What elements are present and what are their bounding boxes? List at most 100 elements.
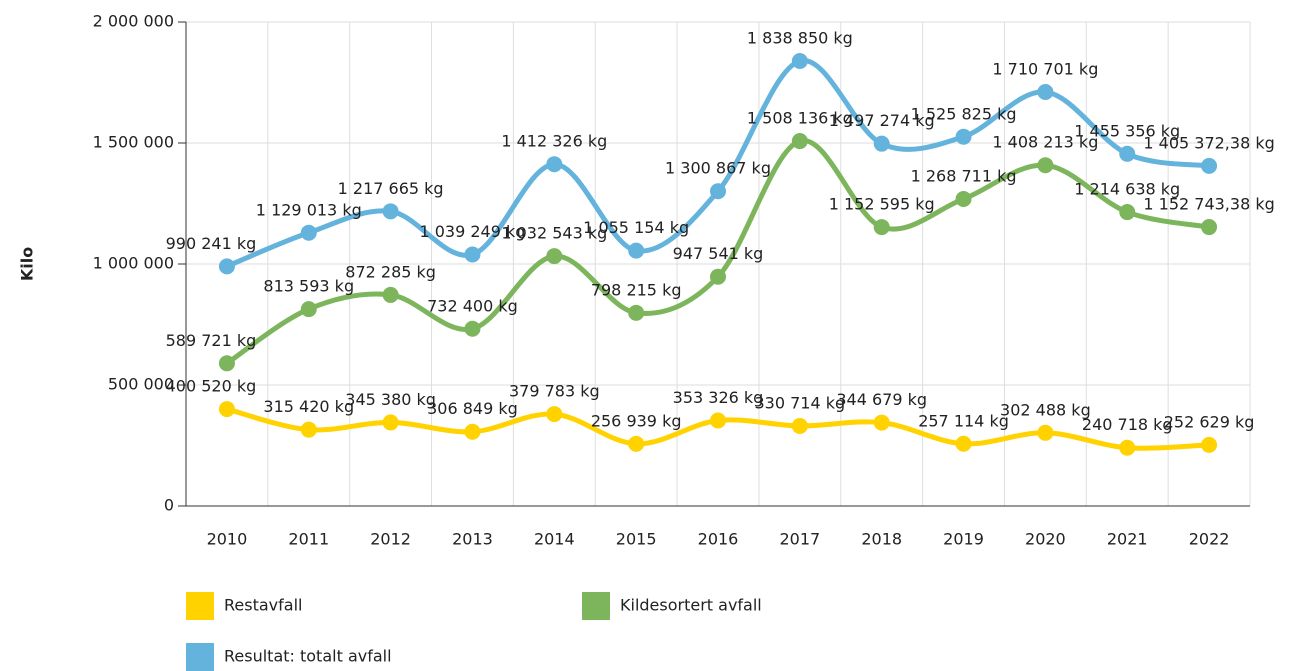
data-point [710, 183, 726, 200]
data-label: 1 497 274 kg [829, 111, 935, 130]
legend-label: Resultat: totalt avfall [224, 647, 392, 666]
x-tick-label: 2021 [1107, 530, 1148, 549]
y-tick-label: 0 [164, 496, 174, 515]
legend-label: Restavfall [224, 596, 302, 615]
data-point [300, 301, 317, 318]
data-label: 872 285 kg [345, 262, 436, 281]
data-point [546, 248, 563, 265]
data-point [955, 128, 972, 145]
data-label: 1 405 372,38 kg [1143, 133, 1274, 152]
data-point [218, 355, 235, 372]
data-label: 589 721 kg [166, 331, 257, 350]
data-point [1037, 424, 1054, 441]
data-label: 947 541 kg [673, 244, 764, 263]
data-label: 813 593 kg [263, 277, 354, 296]
data-label: 1 455 356 kg [1074, 121, 1180, 140]
data-label: 353 326 kg [673, 388, 764, 407]
data-point [382, 203, 399, 220]
data-label: 1 412 326 kg [501, 132, 607, 151]
data-label: 344 679 kg [836, 390, 927, 409]
data-point [1119, 439, 1136, 456]
x-tick-label: 2020 [1025, 530, 1066, 549]
data-point [1201, 436, 1218, 453]
data-point [464, 320, 481, 337]
data-label: 240 718 kg [1082, 415, 1173, 434]
data-point [628, 242, 645, 259]
data-label: 732 400 kg [427, 296, 518, 315]
y-tick-label: 1 000 000 [93, 254, 174, 273]
data-label: 379 783 kg [509, 382, 600, 401]
data-point [464, 246, 481, 263]
data-point [546, 406, 563, 423]
data-point [955, 435, 972, 452]
data-point [382, 414, 399, 431]
data-point [873, 219, 890, 236]
data-label: 1 055 154 kg [583, 218, 689, 237]
data-point [710, 412, 726, 429]
data-label: 1 838 850 kg [747, 28, 853, 47]
legend-swatch [186, 592, 214, 620]
data-point [1119, 145, 1136, 162]
x-tick-label: 2016 [698, 530, 739, 549]
data-label: 1 214 638 kg [1074, 180, 1180, 199]
data-point [300, 224, 317, 241]
data-point [1119, 204, 1136, 221]
data-point [791, 417, 808, 434]
x-tick-label: 2018 [861, 530, 902, 549]
data-label: 1 300 867 kg [665, 159, 771, 178]
data-label: 306 849 kg [427, 399, 518, 418]
x-tick-label: 2019 [943, 530, 984, 549]
x-tick-label: 2012 [370, 530, 411, 549]
y-tick-label: 2 000 000 [93, 12, 174, 31]
y-tick-label: 500 000 [108, 375, 174, 394]
data-label: 1 152 595 kg [829, 195, 935, 214]
legend-swatch [186, 643, 214, 671]
data-label: 302 488 kg [1000, 400, 1091, 419]
x-tick-label: 2022 [1189, 530, 1230, 549]
data-label: 330 714 kg [755, 393, 846, 412]
data-point [464, 423, 481, 440]
data-point [791, 52, 808, 69]
data-point [628, 435, 645, 452]
data-label: 1 217 665 kg [338, 179, 444, 198]
data-label: 256 939 kg [591, 411, 682, 430]
data-point [218, 401, 235, 418]
data-label: 798 215 kg [591, 280, 682, 299]
data-point [873, 414, 890, 431]
y-axis-label: Kilo [18, 247, 37, 281]
data-label: 252 629 kg [1164, 412, 1255, 431]
data-point [1037, 157, 1054, 174]
data-point [1201, 219, 1218, 236]
data-label: 1 152 743,38 kg [1143, 195, 1274, 214]
data-point [628, 304, 645, 321]
data-label: 1 129 013 kg [256, 200, 362, 219]
data-point [1037, 84, 1054, 101]
data-point [710, 268, 726, 285]
x-tick-label: 2011 [288, 530, 329, 549]
data-label: 1 508 136 kg [747, 109, 853, 128]
data-point [791, 133, 808, 150]
data-label: 400 520 kg [166, 377, 257, 396]
x-tick-label: 2013 [452, 530, 493, 549]
data-point [218, 258, 235, 275]
data-label: 1 710 701 kg [992, 60, 1098, 79]
data-label: 1 408 213 kg [992, 133, 1098, 152]
legend-label: Kildesortert avfall [620, 596, 762, 615]
data-point [955, 190, 972, 207]
data-point [1201, 157, 1218, 174]
data-label: 1 032 543 kg [501, 224, 607, 243]
data-label: 315 420 kg [263, 397, 354, 416]
data-label: 257 114 kg [918, 411, 1009, 430]
data-label: 1 039 249 kg [419, 222, 525, 241]
data-point [546, 156, 563, 173]
legend-swatch [582, 592, 610, 620]
data-label: 345 380 kg [345, 390, 436, 409]
data-label: 990 241 kg [166, 234, 257, 253]
data-point [382, 286, 399, 303]
x-tick-label: 2017 [779, 530, 820, 549]
y-tick-label: 1 500 000 [93, 133, 174, 152]
data-label: 1 268 711 kg [911, 166, 1017, 185]
x-tick-label: 2010 [207, 530, 248, 549]
data-point [300, 421, 317, 438]
